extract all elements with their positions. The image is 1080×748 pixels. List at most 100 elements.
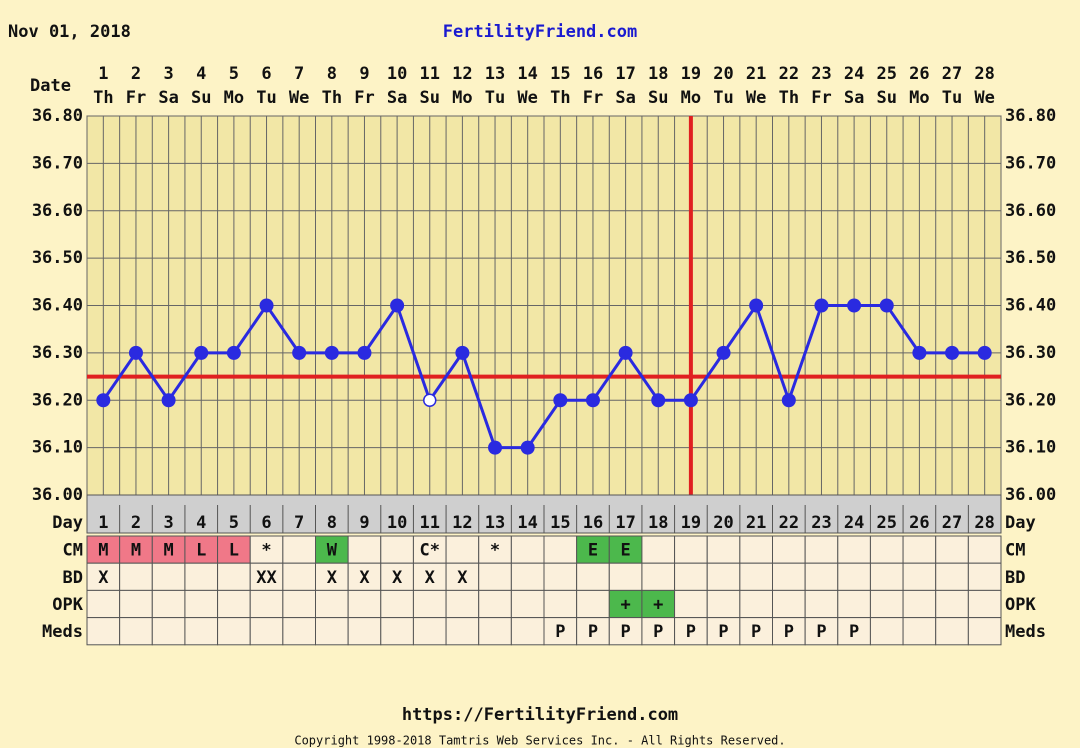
row-cell — [478, 589, 512, 619]
cell-text: X — [327, 568, 338, 588]
row-cell — [86, 589, 121, 619]
row-cell — [412, 617, 447, 646]
row-label: BD — [63, 568, 83, 588]
date-label: 10 — [387, 64, 407, 84]
day-number: 17 — [615, 513, 635, 533]
day-number: 8 — [327, 513, 337, 533]
copyright: Copyright 1998-2018 Tamtris Web Services… — [294, 734, 785, 748]
weekday-label: We — [746, 88, 766, 108]
cell-text: P — [816, 622, 826, 642]
row-cell — [608, 562, 643, 591]
weekday-label: We — [517, 88, 537, 108]
row-cell — [119, 562, 153, 591]
row-cell — [804, 589, 839, 619]
row-cell — [935, 535, 969, 564]
y-tick-label-right: 36.40 — [1005, 296, 1056, 316]
row-cell — [184, 617, 219, 646]
date-label: 8 — [327, 64, 337, 84]
date-label: 23 — [811, 64, 831, 84]
row-cell — [249, 562, 284, 591]
row-cell — [967, 535, 1002, 564]
date-label: 24 — [844, 64, 864, 84]
row-cell — [412, 589, 447, 619]
cell-text: + — [653, 595, 663, 615]
row-cell — [608, 617, 643, 646]
row-cell — [804, 562, 839, 591]
row-cell — [151, 535, 186, 564]
weekday-label: Th — [779, 88, 799, 108]
y-tick-label-right: 36.60 — [1005, 201, 1056, 221]
day-label-right: Day — [1005, 513, 1036, 533]
row-cell — [445, 535, 480, 564]
day-number: 6 — [261, 513, 271, 533]
weekday-label: Tu — [713, 88, 733, 108]
weekday-label: Th — [322, 88, 342, 108]
footer-url: https://FertilityFriend.com — [402, 705, 678, 725]
y-tick-label-right: 36.10 — [1005, 438, 1056, 458]
weekday-label: Mo — [909, 88, 929, 108]
temperature-point — [455, 345, 470, 360]
row-cell — [772, 562, 806, 591]
cell-text: XX — [256, 568, 277, 588]
row-cell — [347, 589, 382, 619]
row-cell — [967, 589, 1002, 619]
day-number: 9 — [359, 513, 369, 533]
row-label-right: BD — [1005, 568, 1025, 588]
day-number: 23 — [811, 513, 831, 533]
row-cell — [184, 589, 219, 619]
weekday-label: Sa — [387, 88, 407, 108]
temperature-point — [423, 393, 437, 407]
row-cell — [86, 617, 121, 646]
site-title: FertilityFriend.com — [443, 22, 637, 42]
temperature-point — [324, 345, 339, 360]
day-number: 12 — [452, 513, 472, 533]
cell-text: P — [686, 622, 696, 642]
temperature-point — [194, 345, 209, 360]
temperature-point — [716, 345, 731, 360]
date-label: 4 — [196, 64, 206, 84]
y-tick-label: 36.10 — [32, 438, 83, 458]
day-number: 21 — [746, 513, 766, 533]
row-label-right: OPK — [1005, 595, 1036, 615]
row-cell — [576, 562, 610, 591]
date-label: 6 — [261, 64, 271, 84]
cell-text: X — [457, 568, 468, 588]
day-number: 22 — [779, 513, 799, 533]
cell-text: X — [425, 568, 436, 588]
row-cell — [869, 535, 904, 564]
row-cell — [935, 617, 969, 646]
cell-text: L — [196, 541, 206, 561]
temperature-point — [553, 393, 568, 408]
row-cell — [837, 562, 871, 591]
row-cell — [282, 617, 317, 646]
day-number: 27 — [942, 513, 962, 533]
temperature-point — [977, 345, 992, 360]
y-tick-label-right: 36.70 — [1005, 153, 1056, 173]
row-cell — [706, 562, 741, 591]
row-cell — [902, 589, 937, 619]
row-cell — [804, 535, 839, 564]
day-number: 1 — [98, 513, 108, 533]
day-number: 10 — [387, 513, 407, 533]
temperature-point — [814, 298, 829, 313]
row-cell — [772, 617, 806, 646]
row-cell — [380, 589, 414, 619]
day-number: 18 — [648, 513, 668, 533]
row-cell — [674, 535, 708, 564]
day-number: 3 — [163, 513, 173, 533]
cell-text: P — [588, 622, 598, 642]
row-cell — [510, 617, 545, 646]
temperature-point — [683, 393, 698, 408]
weekday-label: Mo — [681, 88, 701, 108]
cell-text: + — [620, 595, 630, 615]
row-cell — [249, 589, 284, 619]
row-cell — [543, 617, 578, 646]
cell-text: * — [261, 541, 271, 561]
row-cell — [151, 617, 186, 646]
temperature-point — [259, 298, 274, 313]
row-cell — [739, 562, 773, 591]
y-tick-label-right: 36.30 — [1005, 343, 1056, 363]
y-tick-label-right: 36.50 — [1005, 248, 1056, 268]
row-cell — [315, 535, 349, 564]
